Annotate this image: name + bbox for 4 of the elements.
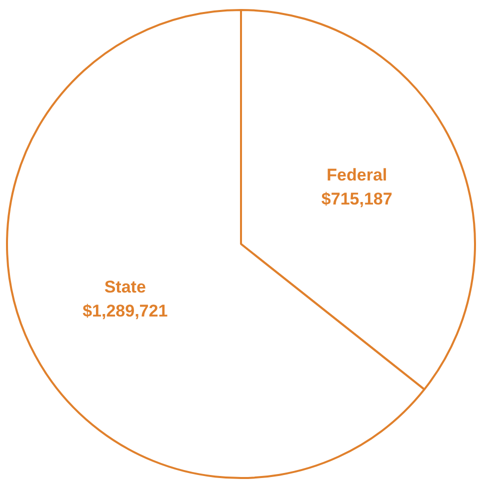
slice-label: Federal: [326, 166, 388, 185]
data-label: $715,187: [321, 190, 392, 209]
slice-label: State: [104, 278, 146, 297]
data-label: $1,289,721: [82, 302, 168, 321]
